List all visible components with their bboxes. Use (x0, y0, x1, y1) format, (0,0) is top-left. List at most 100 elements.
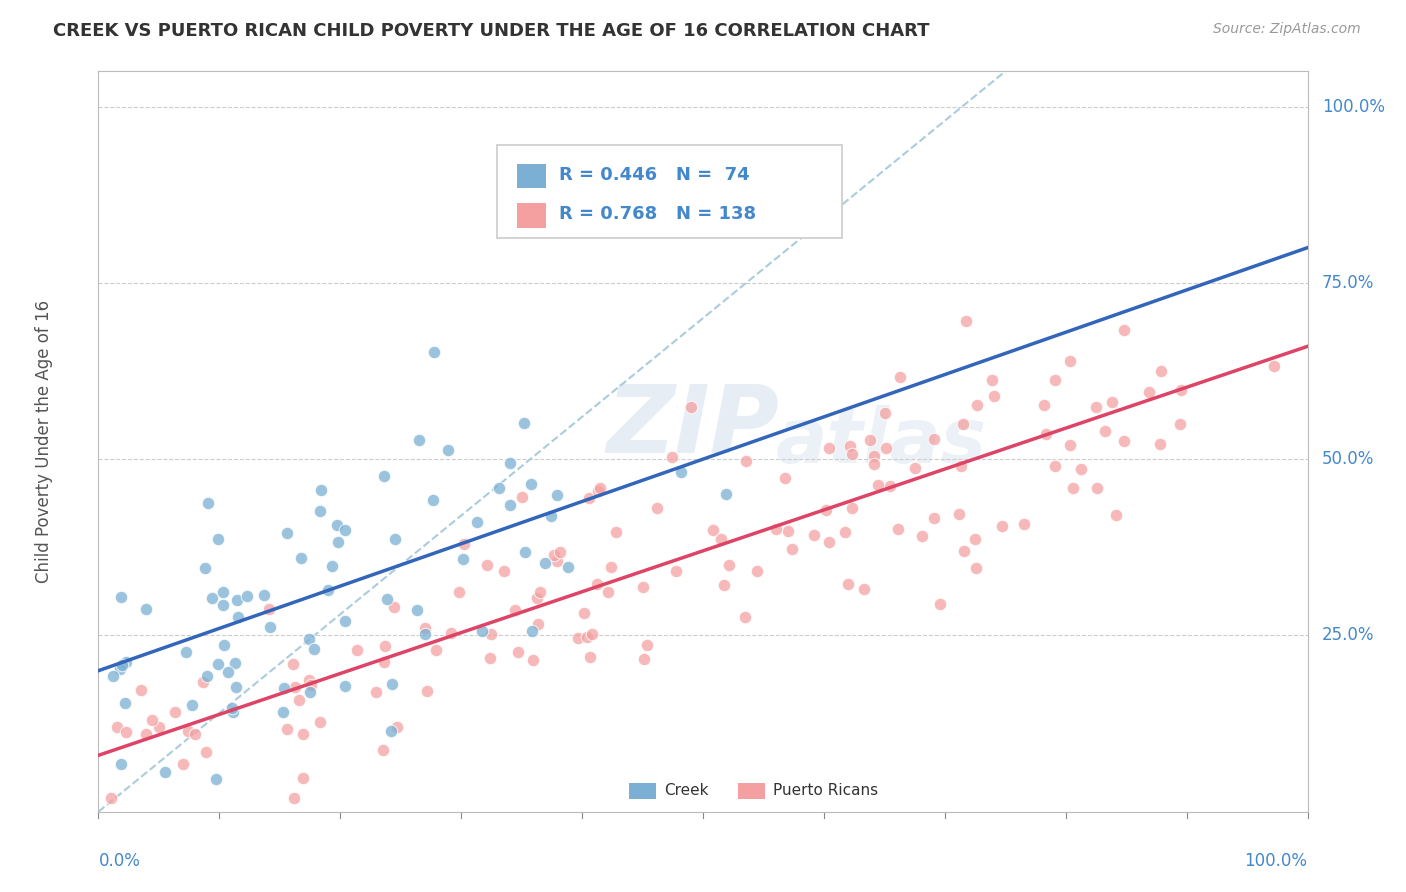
Point (714, 487, 737, 501)
Point (904, 461, 927, 475)
Point (135, 727, 157, 741)
Point (599, 559, 621, 574)
Point (734, 610, 756, 624)
FancyBboxPatch shape (517, 164, 546, 188)
Point (478, 650, 501, 665)
Point (413, 621, 436, 635)
Point (415, 627, 437, 641)
Point (966, 398, 988, 412)
Point (381, 677, 404, 691)
Point (181, 698, 204, 712)
Point (922, 432, 945, 446)
Point (148, 720, 170, 734)
Point (174, 645, 197, 659)
Point (212, 585, 235, 599)
Point (859, 433, 882, 447)
Point (110, 757, 132, 772)
Point (207, 657, 229, 672)
FancyBboxPatch shape (517, 203, 546, 227)
Text: 0.0%: 0.0% (98, 853, 141, 871)
Point (526, 616, 548, 631)
Point (1059, 353, 1081, 368)
Point (298, 632, 321, 647)
Point (163, 705, 186, 719)
Point (841, 447, 863, 461)
Point (540, 509, 562, 524)
Point (195, 669, 218, 683)
Text: atlas: atlas (776, 405, 987, 478)
Point (205, 772, 228, 786)
Point (1101, 395, 1123, 409)
Point (1263, 359, 1285, 373)
Point (212, 599, 235, 613)
Point (863, 458, 886, 472)
Point (197, 496, 219, 510)
Point (1045, 373, 1067, 387)
Point (373, 468, 395, 483)
Point (494, 564, 516, 578)
Point (863, 450, 886, 464)
Point (276, 722, 298, 736)
Point (879, 479, 901, 493)
Point (346, 643, 368, 657)
Point (952, 417, 974, 432)
FancyBboxPatch shape (738, 783, 765, 799)
Point (373, 743, 395, 757)
Point (520, 477, 543, 491)
Text: R = 0.768   N = 138: R = 0.768 N = 138 (560, 205, 756, 223)
Point (710, 533, 733, 547)
Point (283, 790, 305, 805)
Point (1114, 323, 1136, 337)
Text: Creek: Creek (664, 783, 709, 798)
Point (665, 564, 688, 578)
Point (586, 576, 609, 591)
Point (114, 696, 136, 710)
Point (578, 491, 600, 506)
Point (374, 639, 396, 653)
Point (1070, 462, 1092, 476)
Point (596, 585, 619, 599)
Point (172, 756, 194, 771)
Point (129, 682, 152, 697)
Point (965, 532, 987, 546)
Point (308, 504, 330, 518)
Point (581, 627, 603, 641)
Point (773, 471, 796, 485)
Point (818, 534, 841, 549)
Point (950, 458, 973, 473)
Point (520, 624, 543, 639)
Point (299, 678, 322, 692)
Point (222, 705, 245, 719)
Point (1105, 508, 1128, 522)
Point (318, 582, 340, 597)
Point (522, 653, 544, 667)
Text: Child Poverty Under the Age of 16: Child Poverty Under the Age of 16 (35, 300, 53, 583)
Point (155, 765, 177, 780)
Text: 50.0%: 50.0% (1322, 450, 1375, 468)
Point (780, 542, 803, 557)
Text: R = 0.446   N =  74: R = 0.446 N = 74 (560, 166, 749, 184)
Point (713, 578, 735, 592)
Point (298, 673, 321, 687)
Point (366, 684, 388, 698)
Text: 25.0%: 25.0% (1322, 626, 1375, 644)
Point (111, 657, 134, 672)
Point (645, 500, 668, 515)
Point (135, 602, 157, 616)
Text: 100.0%: 100.0% (1322, 97, 1385, 116)
Point (575, 630, 598, 644)
Point (271, 705, 294, 719)
Point (292, 771, 315, 785)
Point (302, 642, 325, 657)
Point (1094, 425, 1116, 439)
Text: 100.0%: 100.0% (1244, 853, 1308, 871)
Point (101, 669, 124, 683)
Point (1085, 400, 1108, 414)
Point (717, 558, 740, 572)
Point (529, 585, 551, 599)
Point (308, 714, 330, 729)
Point (471, 624, 494, 639)
Point (115, 725, 138, 739)
Point (217, 665, 239, 679)
Point (1150, 364, 1173, 378)
